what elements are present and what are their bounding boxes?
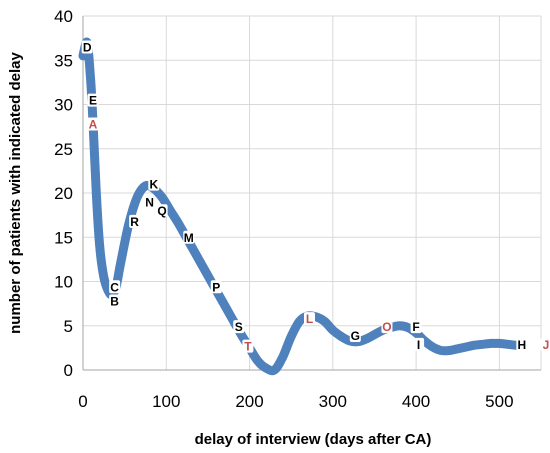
y-tick-label: 15: [54, 228, 73, 247]
point-label-bg: [87, 117, 99, 131]
y-tick-label: 30: [54, 96, 73, 115]
x-tick-label: 400: [402, 392, 430, 411]
point-label-bg: [109, 294, 121, 308]
point-label-A: A: [89, 117, 98, 131]
y-tick-label: 35: [54, 51, 73, 70]
point-label-bg: [144, 195, 156, 209]
y-axis-ticks: 0 5 10 15 20 25 30 35 40: [54, 7, 73, 380]
y-tick-label: 25: [54, 140, 73, 159]
point-label-bg: [183, 230, 195, 244]
x-tick-label: 200: [235, 392, 263, 411]
point-label-bg: [156, 204, 168, 218]
point-label-bg: [410, 320, 422, 334]
point-label-N: N: [145, 195, 154, 209]
x-tick-label: 500: [485, 392, 513, 411]
point-label-L: L: [306, 312, 313, 326]
y-axis-label: number of patients with indicated delay: [7, 51, 24, 333]
point-label-F: F: [412, 320, 419, 334]
y-tick-label: 20: [54, 184, 73, 203]
point-label-bg: [413, 337, 425, 351]
point-label-T: T: [244, 340, 252, 354]
point-label-bg: [381, 320, 393, 334]
point-label-M: M: [184, 231, 194, 245]
point-label-bg: [129, 214, 141, 228]
x-tick-label: 300: [319, 392, 347, 411]
point-label-S: S: [235, 320, 243, 334]
point-label-C: C: [110, 280, 119, 294]
point-label-bg: [540, 337, 550, 351]
y-tick-label: 40: [54, 7, 73, 26]
point-label-J: J: [543, 338, 550, 352]
point-label-Q: Q: [157, 204, 166, 218]
x-axis-ticks: 0 100 200 300 400 500: [78, 392, 513, 411]
point-label-O: O: [382, 320, 391, 334]
point-label-bg: [109, 280, 121, 294]
grid-lines: [82, 15, 542, 371]
point-label-E: E: [89, 94, 97, 108]
point-label-B: B: [110, 294, 119, 308]
point-label-R: R: [130, 215, 139, 229]
point-label-bg: [242, 339, 254, 353]
point-label-bg: [304, 312, 316, 326]
point-label-P: P: [212, 280, 220, 294]
x-tick-label: 100: [152, 392, 180, 411]
point-label-G: G: [351, 329, 360, 343]
y-tick-label: 5: [64, 317, 73, 336]
y-tick-label: 10: [54, 273, 73, 292]
x-axis-label: delay of interview (days after CA): [195, 431, 432, 448]
point-label-H: H: [518, 338, 527, 352]
point-label-bg: [87, 93, 99, 107]
x-tick-label: 0: [78, 392, 87, 411]
point-label-bg: [148, 177, 160, 191]
point-label-bg: [210, 280, 222, 294]
point-label-bg: [516, 337, 528, 351]
point-label-bg: [349, 328, 361, 342]
point-label-K: K: [149, 178, 158, 192]
point-label-bg: [233, 320, 245, 334]
y-tick-label: 0: [64, 361, 73, 380]
point-label-bg: [81, 40, 93, 54]
point-label-D: D: [83, 40, 92, 54]
point-labels: D EA CB KNQ R M P ST L G O FI H J: [81, 40, 550, 354]
point-label-I: I: [417, 338, 420, 352]
